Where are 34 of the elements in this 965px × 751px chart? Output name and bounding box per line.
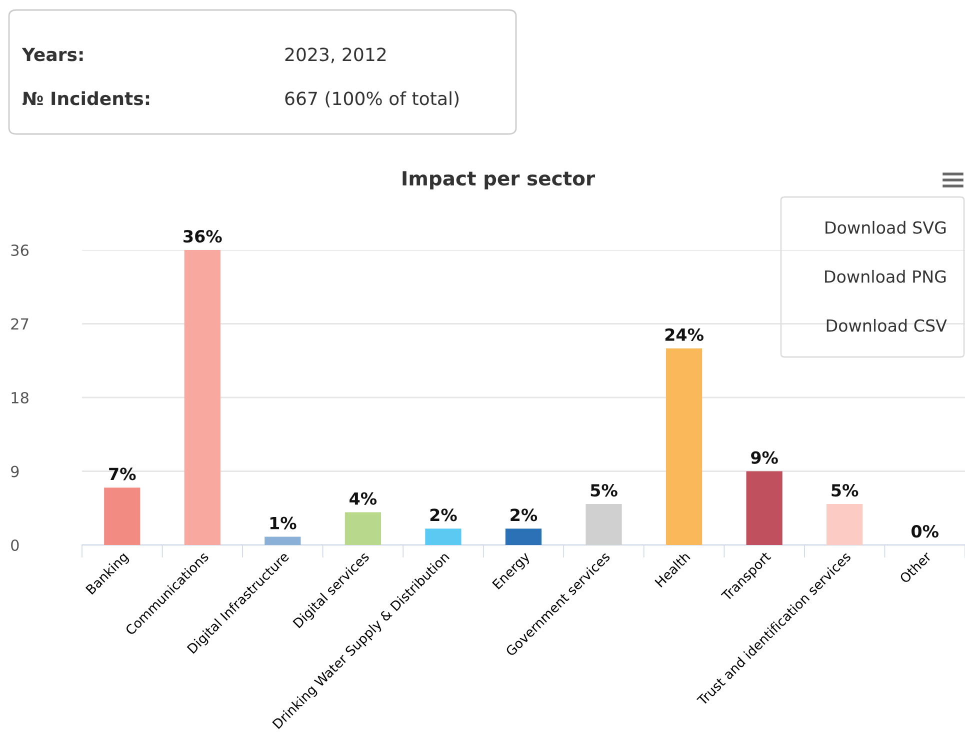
data-label: 5% [832, 484, 858, 497]
y-tick-label: 36 [11, 244, 29, 256]
bar [505, 528, 542, 545]
data-label: 24% [665, 328, 704, 341]
annotation: Download PNG [825, 270, 946, 283]
text: 667 (100% of total) [285, 91, 459, 108]
data-label: 2% [510, 508, 538, 522]
text: № Incidents: [22, 91, 150, 106]
data-label: 5% [590, 484, 618, 497]
data-label: 36% [184, 230, 222, 243]
data-label: 4% [350, 492, 377, 505]
y-tick-label: 18 [12, 392, 28, 404]
data-label: 7% [109, 468, 136, 480]
bar [184, 250, 220, 545]
y-tick-label: 27 [11, 318, 28, 330]
text: Download SVG [826, 220, 946, 234]
bar [586, 504, 622, 545]
data-label: 9% [751, 451, 778, 464]
bar [264, 536, 301, 545]
chart-title: Impact per sector [402, 171, 596, 190]
bar [425, 528, 462, 545]
y-tick-label: 9 [11, 466, 19, 478]
bar [746, 471, 782, 545]
bar [104, 488, 140, 545]
bar [666, 348, 702, 545]
text: 2023, 2012 [285, 48, 386, 64]
bar [344, 512, 382, 545]
y-tick-label: 0 [11, 539, 19, 552]
annotation: Download CSV [826, 318, 947, 332]
data-label: 0% [912, 524, 938, 538]
text: Years: [22, 48, 83, 62]
data-label: 2% [430, 508, 457, 522]
data-label: 1% [270, 516, 296, 530]
bar [826, 504, 863, 545]
